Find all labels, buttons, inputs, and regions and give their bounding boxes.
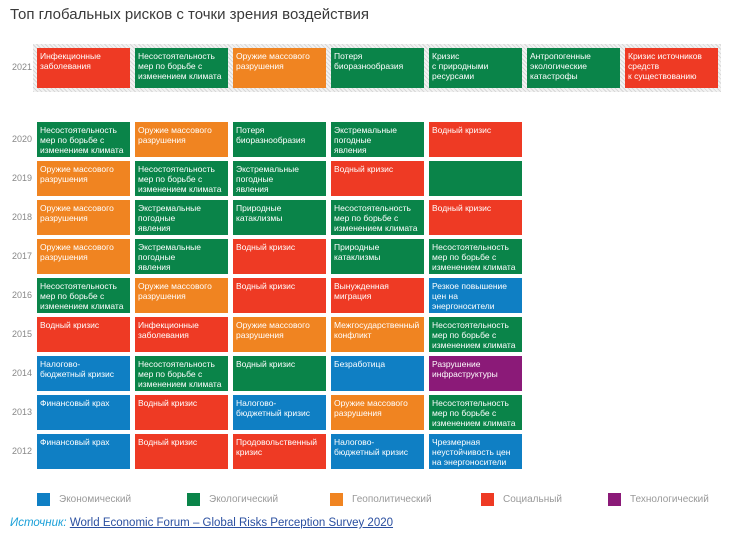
year-label: 2020 bbox=[11, 133, 32, 144]
risk-cell: Инфекционные заболевания bbox=[135, 317, 228, 352]
risk-cell: Оружие массового разрушения bbox=[233, 48, 326, 88]
risk-cell: Оружие массового разрушения bbox=[233, 317, 326, 352]
risk-cell: Водный кризис bbox=[135, 434, 228, 469]
risk-cell: Водный кризис bbox=[331, 161, 424, 196]
risk-cell: Чрезмерная неустойчивость цен на энергон… bbox=[429, 434, 522, 469]
risk-cell: Экстремальные погодные явления bbox=[135, 239, 228, 274]
year-label: 2012 bbox=[11, 445, 32, 456]
risk-cell: Водный кризис bbox=[233, 239, 326, 274]
legend-label: Социальный bbox=[503, 494, 562, 505]
risk-cell: Налогово- бюджетный кризис bbox=[233, 395, 326, 430]
risk-cell: Оружие массового разрушения bbox=[331, 395, 424, 430]
risk-cell: Природные катаклизмы bbox=[331, 239, 424, 274]
risk-cell: Водный кризис bbox=[429, 200, 522, 235]
risk-cell: Вынужденная миграция bbox=[331, 278, 424, 313]
legend-swatch bbox=[481, 493, 494, 506]
risk-cell: Несостоятельность мер по борьбе с измене… bbox=[37, 278, 130, 313]
risk-cell: Оружие массового разрушения bbox=[135, 122, 228, 157]
legend-swatch bbox=[330, 493, 343, 506]
chart-title: Топ глобальных рисков с точки зрения воз… bbox=[10, 6, 370, 23]
risk-cell: Экстремальные погодные явления bbox=[331, 122, 424, 157]
risk-cell: Водный кризис bbox=[37, 317, 130, 352]
risk-cell: Несостоятельность мер по борьбе с измене… bbox=[331, 200, 424, 235]
risk-cell: Несостоятельность мер по борьбе с измене… bbox=[37, 122, 130, 157]
risk-cell: Безработица bbox=[331, 356, 424, 391]
legend-item: Экологический bbox=[187, 493, 278, 506]
risk-cell: Кризис источников средств к существовани… bbox=[625, 48, 718, 88]
risk-cell: Несостоятельность мер по борьбе с измене… bbox=[429, 317, 522, 352]
year-label: 2017 bbox=[11, 250, 32, 261]
legend-label: Геополитический bbox=[352, 494, 432, 505]
risk-cell: Несостоятельность мер по борьбе с измене… bbox=[135, 356, 228, 391]
legend-item: Экономический bbox=[37, 493, 131, 506]
source-link[interactable]: World Economic Forum – Global Risks Perc… bbox=[69, 517, 394, 529]
legend-swatch bbox=[187, 493, 200, 506]
year-label: 2014 bbox=[11, 367, 32, 378]
risk-cell: Инфекционные заболевания bbox=[37, 48, 130, 88]
risk-cell: Оружие массового разрушения bbox=[135, 278, 228, 313]
risk-cell: Водный кризис bbox=[429, 122, 522, 157]
risk-cell: Налогово- бюджетный кризис bbox=[37, 356, 130, 391]
year-label: 2013 bbox=[11, 406, 32, 417]
risk-cell: Оружие массового разрушения bbox=[37, 239, 130, 274]
risk-cell: Налогово- бюджетный кризис bbox=[331, 434, 424, 469]
year-label: 2019 bbox=[11, 172, 32, 183]
risk-cell: Финансовый крах bbox=[37, 434, 130, 469]
risk-cell: Финансовый крах bbox=[37, 395, 130, 430]
year-label: 2015 bbox=[11, 328, 32, 339]
legend-label: Экономический bbox=[59, 494, 132, 505]
legend-swatch bbox=[608, 493, 621, 506]
risk-cell: Несостоятельность мер по борьбе с измене… bbox=[429, 395, 522, 430]
risk-cell: Антропогенные экологические катастрофы bbox=[527, 48, 620, 88]
legend-swatch bbox=[37, 493, 50, 506]
risk-cell: Оружие массового разрушения bbox=[37, 200, 130, 235]
legend-label: Экологический bbox=[209, 494, 279, 505]
legend-item: Геополитический bbox=[330, 493, 432, 506]
risk-cell: Несостоятельность мер по борьбе с измене… bbox=[429, 239, 522, 274]
legend-item: Технологический bbox=[608, 493, 709, 506]
legend-item: Социальный bbox=[481, 493, 562, 506]
source-label: Источник: bbox=[10, 517, 67, 529]
risk-cell: Потеря биоразнообразия bbox=[331, 48, 424, 88]
risk-cell: Экстремальные погодные явления bbox=[135, 200, 228, 235]
year-label: 2016 bbox=[11, 289, 32, 300]
risk-cell: Водный кризис bbox=[233, 356, 326, 391]
risk-cell: Потеря биоразнообразия bbox=[233, 122, 326, 157]
risk-cell bbox=[429, 161, 522, 196]
risk-cell: Водный кризис bbox=[233, 278, 326, 313]
legend-label: Технологический bbox=[630, 494, 709, 505]
risk-cell: Несостоятельность мер по борьбе с измене… bbox=[135, 48, 228, 88]
risk-cell: Природные катаклизмы bbox=[233, 200, 326, 235]
risk-cell: Кризис с природными ресурсами bbox=[429, 48, 522, 88]
risk-cell: Межгосударственный конфликт bbox=[331, 317, 424, 352]
risk-cell: Резкое повышение цен на энергоносители bbox=[429, 278, 522, 313]
risk-cell: Продовольственный кризис bbox=[233, 434, 326, 469]
risk-cell: Экстремальные погодные явления bbox=[233, 161, 326, 196]
risk-cell: Несостоятельность мер по борьбе с измене… bbox=[135, 161, 228, 196]
year-label: 2018 bbox=[11, 211, 32, 222]
source: Источник: World Economic Forum – Global … bbox=[10, 517, 393, 529]
risk-cell: Разрушение инфраструктуры bbox=[429, 356, 522, 391]
year-label: 2021 bbox=[11, 62, 32, 72]
risk-cell: Оружие массового разрушения bbox=[37, 161, 130, 196]
risk-cell: Водный кризис bbox=[135, 395, 228, 430]
